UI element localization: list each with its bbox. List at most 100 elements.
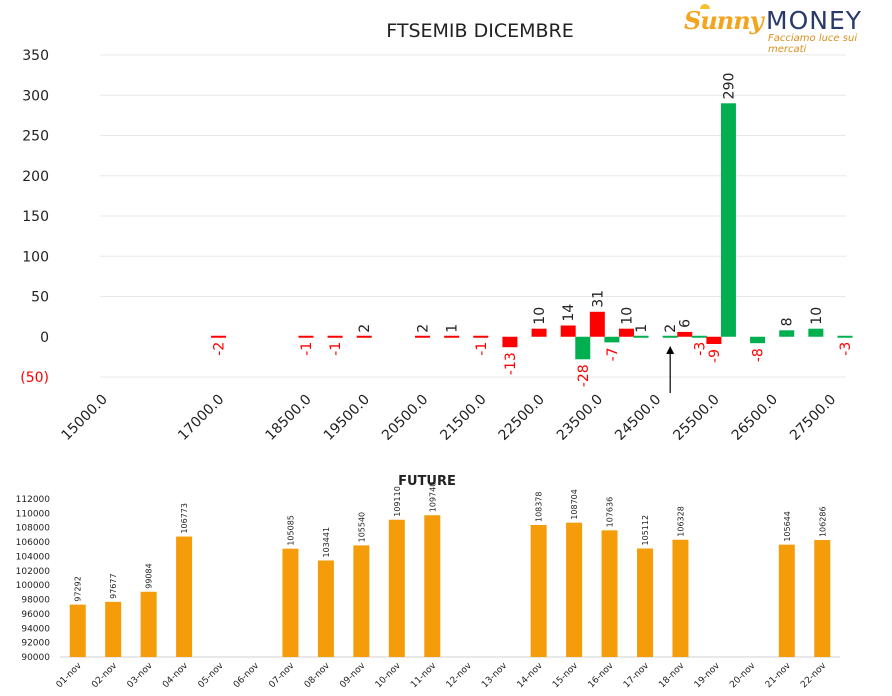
chart1-x-tick-label: 18500.0 (263, 392, 315, 444)
chart1-data-label: 2 (663, 324, 679, 333)
chart1-bar (633, 335, 649, 338)
chart2-data-label: 97677 (109, 573, 118, 598)
chart2-y-tick-label: 90000 (21, 653, 50, 663)
chart1-y-tick-label: 150 (22, 209, 49, 225)
chart1-bar (691, 335, 707, 338)
chart2-title: FUTURE (398, 474, 456, 489)
chart2-bar (282, 548, 299, 657)
chart1-data-label: 2 (357, 324, 373, 333)
chart2-x-tick-label: 15-nov (551, 661, 581, 691)
chart2-x-tick-label: 09-nov (338, 661, 368, 691)
chart1-bar (444, 335, 460, 338)
chart2-x-tick-label: 14-nov (516, 661, 546, 691)
chart1-data-label: 10 (619, 307, 635, 325)
chart2-bar (637, 548, 653, 657)
chart1-x-tick-label: 21500.0 (437, 392, 489, 444)
chart1-data-label: 14 (561, 304, 577, 322)
chart2-x-tick-label: 16-nov (586, 661, 616, 691)
chart2-y-tick-label: 110000 (16, 509, 51, 519)
chart2-x-tick-label: 08-nov (303, 661, 333, 691)
chart2-x-tick-label: 12-nov (445, 661, 475, 691)
chart2-y-tick-label: 94000 (21, 624, 50, 634)
chart2-bar (388, 519, 405, 657)
chart1-bar (662, 335, 678, 338)
chart2-bar (69, 604, 86, 657)
chart2-data-label: 108378 (535, 491, 544, 522)
chart1-y-tick-label: 350 (22, 48, 49, 64)
chart1-bar (473, 335, 489, 338)
chart2-bar (424, 515, 441, 657)
chart1-x-tick-label: 22500.0 (496, 392, 548, 444)
chart2-data-label: 109740 (428, 482, 437, 513)
chart2-bar (778, 544, 795, 657)
chart1-data-label: 10 (532, 307, 548, 325)
chart1-bar (808, 328, 824, 337)
chart2-x-tick-label: 10-nov (374, 661, 404, 691)
chart2-x-tick-label: 05-nov (196, 661, 226, 691)
chart2-x-tick-label: 03-nov (126, 661, 156, 691)
chart1-data-label: -1 (474, 342, 490, 356)
logo-tagline: Facciamo luce sui mercati (768, 33, 858, 55)
chart1-data-label: -9 (707, 349, 723, 363)
chart2-x-tick-label: 07-nov (267, 661, 297, 691)
chart1-y-tick-label: 100 (22, 249, 49, 265)
chart1-title: FTSEMIB DICEMBRE (386, 20, 573, 42)
chart2-data-label: 103441 (322, 527, 331, 558)
chart2-y-tick-label: 92000 (21, 639, 50, 649)
chart2-bar (317, 560, 334, 657)
chart1-y-tick-label: 0 (40, 330, 49, 346)
chart2-bar (814, 540, 831, 657)
chart2-data-label: 108704 (570, 489, 579, 520)
chart1-y-tick-label: 300 (22, 88, 49, 104)
chart1-data-label: -2 (212, 342, 228, 356)
chart2-x-tick-label: 21-nov (764, 661, 794, 691)
chart1-bar (298, 335, 314, 338)
chart1-x-tick-label: 27500.0 (787, 392, 839, 444)
chart1-x-tick-label: 19500.0 (321, 392, 373, 444)
chart1-data-label: -1 (299, 342, 315, 356)
chart1-bar (356, 335, 372, 338)
chart1-arrow-head (666, 346, 675, 354)
chart1-bar (837, 335, 853, 338)
chart2-x-tick-label: 20-nov (728, 661, 758, 691)
chart2-bar (566, 522, 583, 657)
chart2-data-label: 105644 (783, 511, 792, 542)
chart1-data-label: -13 (503, 352, 519, 375)
chart2-data-label: 109110 (393, 486, 402, 517)
chart1-bar (604, 336, 620, 343)
chart2-bar (530, 525, 547, 657)
chart2-data-label: 106773 (180, 503, 189, 534)
chart2-bar (353, 545, 370, 657)
chart1-bar (720, 103, 736, 337)
chart2-data-label: 106328 (676, 506, 685, 537)
chart1-bar (677, 331, 693, 337)
chart1-bar (327, 335, 343, 338)
chart2-x-tick-label: 11-nov (409, 661, 439, 691)
chart1-y-tick-label: 50 (31, 290, 49, 306)
chart1-data-label: 1 (445, 324, 461, 333)
chart1-y-tick-label: 250 (22, 129, 49, 145)
chart1-bar (415, 335, 431, 338)
chart2-bar (672, 539, 689, 657)
chart2-y-tick-label: 96000 (21, 610, 50, 620)
chart2-y-tick-label: 100000 (16, 581, 51, 591)
chart2-bar (140, 591, 157, 657)
chart2-data-label: 99084 (145, 563, 154, 588)
chart1-bar (589, 311, 605, 337)
chart1-data-label: -8 (751, 348, 767, 362)
chart2-data-label: 105085 (286, 515, 295, 546)
logo-money-text: MONEY (766, 6, 863, 35)
chart2-x-tick-label: 04-nov (161, 661, 191, 691)
chart2-x-tick-label: 19-nov (693, 661, 723, 691)
chart1-data-label: -3 (838, 342, 854, 356)
chart1-x-tick-label: 25500.0 (670, 392, 722, 444)
chart1-x-tick-label: 20500.0 (379, 392, 431, 444)
chart1-bar (531, 328, 547, 337)
chart2-data-label: 105540 (357, 512, 366, 543)
sun-icon (700, 4, 710, 9)
chart2-y-tick-label: 98000 (21, 596, 50, 606)
chart1-bar (779, 330, 795, 337)
chart1-data-label: -3 (692, 342, 708, 356)
chart2-y-tick-label: 108000 (16, 524, 51, 534)
